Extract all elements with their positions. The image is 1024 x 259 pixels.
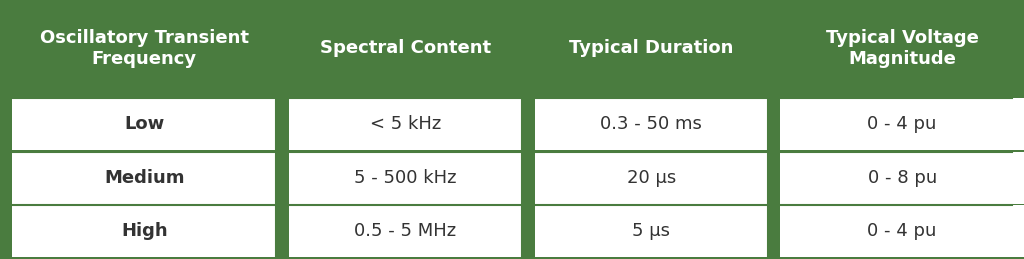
Bar (12, 205, 276, 257)
Bar (12, 0, 276, 97)
Text: 0 - 8 pu: 0 - 8 pu (867, 169, 937, 187)
Bar (535, 205, 768, 257)
Text: Low: Low (124, 116, 165, 133)
Bar (780, 0, 1024, 97)
Bar (289, 152, 522, 204)
Text: 5 μs: 5 μs (632, 222, 671, 240)
Text: 5 - 500 kHz: 5 - 500 kHz (354, 169, 457, 187)
Bar (12, 98, 276, 150)
Text: 0 - 4 pu: 0 - 4 pu (867, 222, 937, 240)
Text: 0.3 - 50 ms: 0.3 - 50 ms (600, 116, 702, 133)
Bar (780, 98, 1024, 150)
Bar (289, 205, 522, 257)
Bar (289, 0, 522, 97)
Text: < 5 kHz: < 5 kHz (370, 116, 441, 133)
Text: High: High (121, 222, 168, 240)
Bar (535, 152, 768, 204)
Text: Typical Voltage
Magnitude: Typical Voltage Magnitude (825, 29, 979, 68)
Bar (535, 0, 768, 97)
Text: 20 μs: 20 μs (627, 169, 676, 187)
Bar (12, 152, 276, 204)
Text: 0.5 - 5 MHz: 0.5 - 5 MHz (354, 222, 457, 240)
Bar (535, 98, 768, 150)
Text: 0 - 4 pu: 0 - 4 pu (867, 116, 937, 133)
Bar (289, 98, 522, 150)
Bar (780, 152, 1024, 204)
Text: Spectral Content: Spectral Content (319, 39, 492, 57)
Text: Medium: Medium (104, 169, 184, 187)
Text: Oscillatory Transient
Frequency: Oscillatory Transient Frequency (40, 29, 249, 68)
Bar (780, 205, 1024, 257)
Text: Typical Duration: Typical Duration (569, 39, 733, 57)
